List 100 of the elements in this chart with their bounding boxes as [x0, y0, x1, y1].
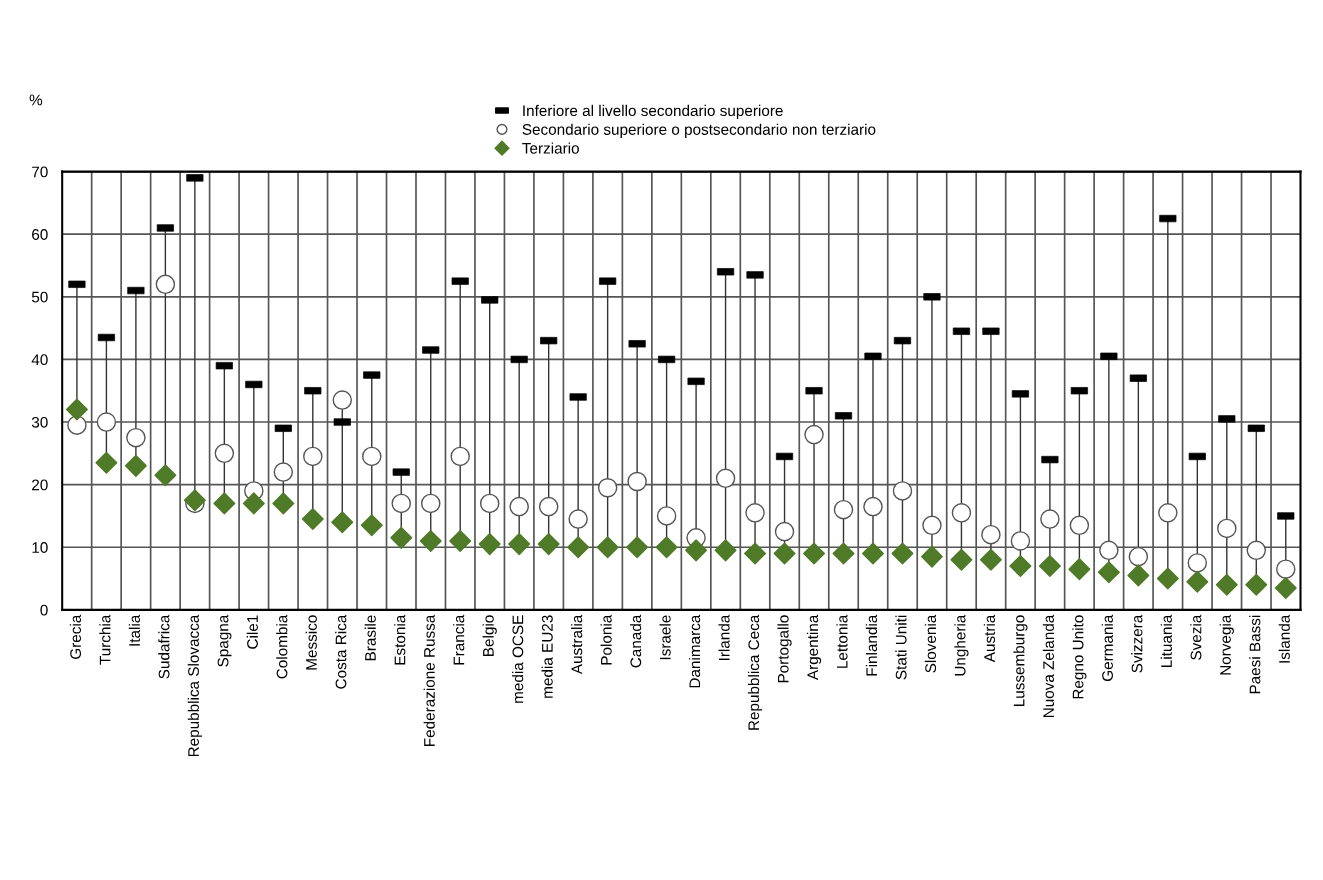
x-tick-label: Costa Rica	[335, 614, 347, 689]
point	[362, 446, 382, 467]
x-tick-label: Grecia	[69, 614, 82, 659]
y-tick-label: 20	[32, 479, 48, 491]
x-tick-label: Irlanda	[718, 614, 730, 660]
point	[124, 454, 147, 477]
x-tick-label: Portogallo	[777, 615, 792, 683]
x-tick-label: Estonia	[394, 614, 406, 665]
point	[1069, 515, 1090, 536]
x-tick-label: Nuova Zelanda	[1042, 614, 1054, 718]
x-tick-label: Ungheria	[954, 614, 969, 676]
point	[655, 536, 678, 559]
point	[126, 427, 146, 448]
point	[715, 468, 736, 489]
point	[568, 509, 588, 529]
legend-label: Inferiore al livello secondario superiore	[523, 104, 783, 120]
point	[1097, 561, 1120, 584]
x-tick-label: Messico	[305, 615, 317, 670]
x-tick-label: Stati Uniti	[895, 615, 907, 680]
point	[1156, 567, 1179, 590]
point	[1217, 518, 1237, 539]
point	[863, 496, 883, 517]
point	[273, 462, 294, 482]
x-tick-label: Turchia	[99, 614, 111, 665]
x-tick-label: Svezia	[1190, 614, 1202, 660]
point	[567, 536, 590, 559]
point	[745, 503, 765, 523]
point	[1276, 559, 1296, 579]
y-tick-label: 60	[32, 229, 48, 240]
point	[1246, 540, 1267, 561]
point	[332, 390, 353, 410]
point	[478, 533, 501, 556]
x-tick-label: Repubblica Slovacca	[187, 614, 202, 757]
x-tick-label: Francia	[453, 614, 465, 665]
point	[508, 533, 531, 556]
point	[803, 542, 826, 565]
point	[1040, 509, 1060, 529]
point	[950, 548, 973, 571]
point	[303, 446, 323, 467]
point	[390, 526, 413, 549]
x-tick-label: Canada	[630, 614, 642, 668]
point	[214, 443, 235, 464]
point	[773, 542, 796, 565]
point	[1099, 540, 1119, 561]
point	[685, 539, 708, 562]
point	[1068, 558, 1091, 581]
legend-label: Terziario	[522, 142, 579, 154]
x-tick-label: Israele	[659, 615, 671, 660]
point	[1128, 546, 1149, 567]
point	[449, 529, 472, 552]
x-tick-label: media EU23	[541, 615, 553, 698]
point	[96, 412, 117, 432]
point	[331, 511, 354, 534]
point	[213, 492, 236, 515]
x-tick-label: Colombia	[276, 614, 288, 679]
point	[626, 536, 649, 559]
x-tick-label: Islanda	[1278, 614, 1290, 663]
point	[1245, 573, 1268, 596]
point	[597, 478, 618, 498]
x-tick-label: Finlandia	[865, 614, 878, 676]
point	[360, 514, 383, 537]
point	[1187, 553, 1208, 573]
point	[67, 415, 87, 435]
point	[596, 536, 619, 559]
x-tick-label: Germania	[1101, 614, 1113, 682]
point	[479, 493, 500, 514]
point	[537, 533, 560, 556]
legend-label: Secondario superiore o postsecondario non terziario	[522, 123, 876, 138]
point	[627, 471, 647, 492]
x-tick-label: Lussemburgo	[1013, 615, 1028, 707]
x-tick-label: media OCSE	[512, 615, 524, 703]
point	[155, 274, 176, 295]
point	[391, 493, 411, 514]
point	[272, 492, 295, 515]
point	[891, 542, 914, 565]
x-tick-label: Norvegia	[1219, 614, 1234, 675]
x-tick-label: Sudafrica	[158, 614, 170, 679]
point	[450, 446, 470, 467]
point	[1127, 564, 1150, 587]
point	[95, 451, 118, 474]
point	[1274, 576, 1297, 599]
point	[1158, 503, 1178, 523]
x-tick-label: Brasile	[364, 615, 376, 661]
point	[420, 493, 441, 514]
point	[301, 508, 324, 531]
x-tick-label: Lituania	[1160, 614, 1172, 667]
point	[774, 521, 795, 542]
point	[920, 545, 943, 568]
point	[892, 481, 913, 501]
x-tick-label: Austria	[983, 614, 996, 663]
x-tick-label: Italia	[128, 614, 140, 646]
x-tick-label: Regno Unito	[1072, 615, 1087, 699]
x-tick-label: Svizzera	[1131, 614, 1143, 673]
point	[832, 542, 855, 565]
point	[979, 548, 1002, 571]
x-tick-label: Slovenia	[924, 614, 937, 673]
point	[833, 499, 854, 520]
y-axis-title: %	[29, 94, 43, 106]
point	[1186, 570, 1209, 593]
x-tick-label: Polonia	[600, 614, 612, 665]
